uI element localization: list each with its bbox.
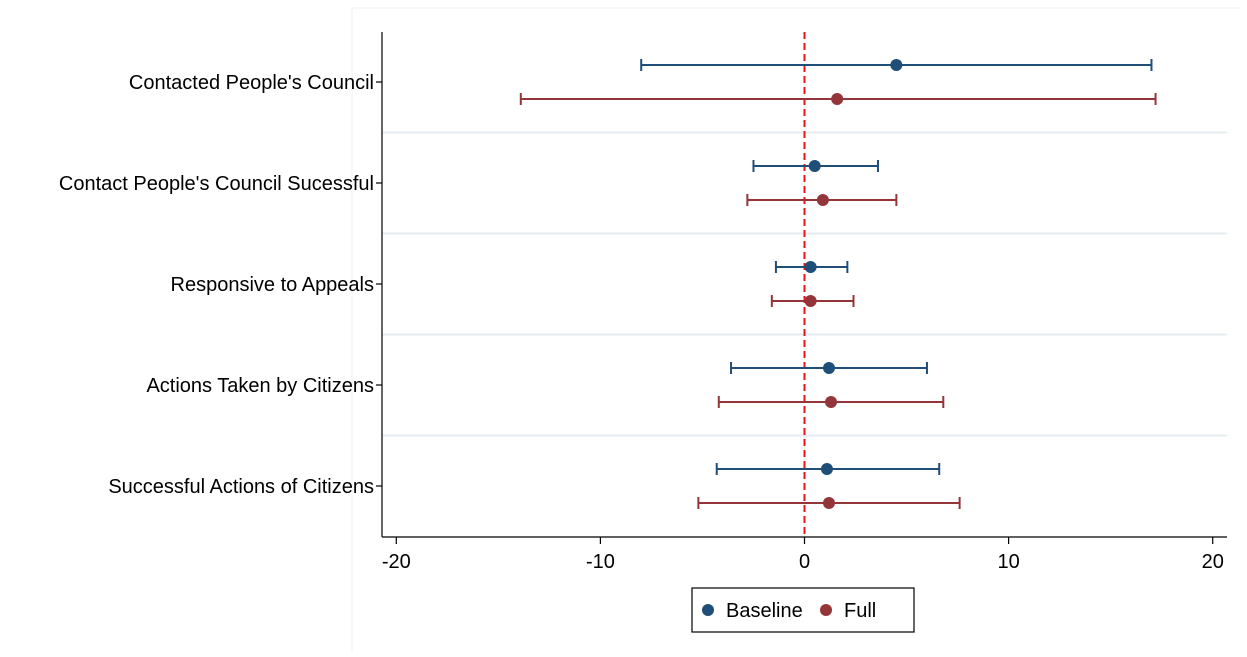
y-tick-label: Actions Taken by Citizens — [146, 375, 374, 397]
point-estimate — [816, 194, 829, 206]
legend-marker-baseline — [702, 604, 714, 616]
x-tick-label: -10 — [586, 551, 615, 573]
legend: Baseline Full — [691, 587, 915, 633]
legend-box — [691, 587, 915, 633]
series-baseline — [640, 59, 1153, 475]
y-tick-label: Contact People's Council Sucessful — [59, 173, 374, 195]
y-tick-label: Contacted People's Council — [129, 72, 374, 94]
point-estimate — [890, 59, 903, 71]
point-estimate — [822, 362, 835, 374]
point-estimate — [804, 261, 817, 273]
point-estimate — [825, 396, 838, 408]
y-tick-label: Successful Actions of Citizens — [108, 476, 374, 498]
point-estimate — [822, 497, 835, 509]
y-tick-label: Responsive to Appeals — [171, 274, 374, 296]
series-full — [519, 93, 1157, 509]
point-estimate — [804, 295, 817, 307]
legend-marker-full — [820, 604, 832, 616]
series-layer — [519, 59, 1157, 509]
point-estimate — [831, 93, 844, 105]
x-tick-label: 20 — [1202, 551, 1224, 573]
x-tick-label: 0 — [799, 551, 810, 573]
x-tick-label: 10 — [997, 551, 1019, 573]
legend-label-full: Full — [844, 600, 876, 622]
point-estimate — [808, 160, 821, 172]
x-tick-label: -20 — [382, 551, 411, 573]
point-estimate — [820, 463, 833, 475]
legend-label-baseline: Baseline — [726, 600, 803, 622]
axes-layer: Contacted People's Council Contact People… — [59, 32, 1227, 573]
